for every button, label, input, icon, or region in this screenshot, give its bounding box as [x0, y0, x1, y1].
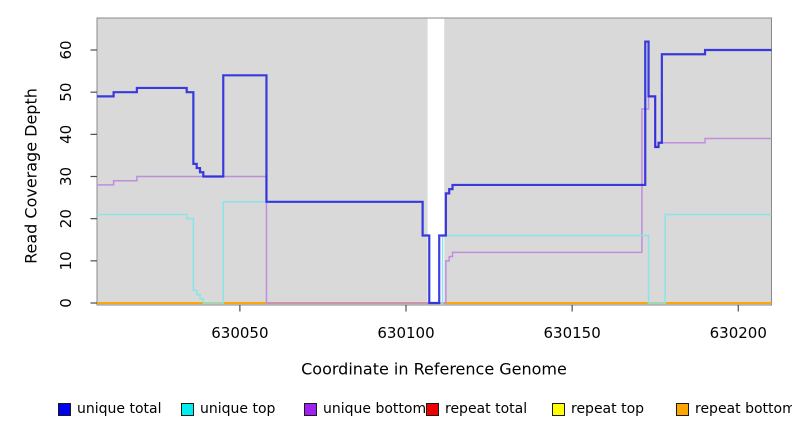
legend-label: repeat top [571, 401, 645, 417]
x-tick-label: 630050 [211, 324, 268, 342]
legend-item-repeat-top: repeat top [552, 401, 644, 417]
y-tick-label: 20 [57, 209, 75, 228]
coverage-plot: 630050 630100 630150 630200 0 10 20 30 40 50 60 [57, 17, 772, 342]
series-line-unique-top [97, 201, 772, 304]
legend-label: unique top [200, 401, 276, 417]
y-tick-label: 60 [57, 40, 75, 59]
legend-swatch-repeat-total [426, 402, 439, 416]
y-tick-label: 10 [57, 251, 75, 270]
y-tick-label: 50 [57, 83, 75, 102]
legend-swatch-repeat-bottom [676, 402, 689, 416]
y-tick-label: 0 [57, 298, 75, 308]
x-axis-title: Coordinate in Reference Genome [301, 359, 567, 379]
y-tick-label: 40 [57, 125, 75, 144]
series-line-unique-total [97, 40, 772, 305]
y-tick-label: 30 [57, 167, 75, 186]
legend-item-unique-top: unique top [181, 401, 275, 417]
legend-item-unique-bottom: unique bottom [304, 401, 426, 417]
legend-label: repeat total [445, 401, 528, 417]
legend-label: repeat bottom [695, 401, 792, 417]
legend-item-repeat-bottom: repeat bottom [676, 401, 792, 417]
legend-swatch-repeat-top [552, 402, 565, 416]
legend-item-unique-total: unique total [58, 401, 161, 417]
y-axis-title: Read Coverage Depth [21, 88, 41, 264]
legend-label: unique bottom [323, 401, 427, 417]
x-tick-label: 630150 [544, 324, 601, 342]
legend-swatch-unique-top [181, 402, 194, 416]
legend-swatch-unique-bottom [304, 402, 317, 416]
x-tick-label: 630200 [710, 324, 767, 342]
legend-swatch-unique-total [58, 402, 71, 416]
legend-item-repeat-total: repeat total [426, 401, 527, 417]
x-tick-label: 630100 [377, 324, 434, 342]
legend-label: unique total [77, 401, 162, 417]
no-data-gap [427, 18, 445, 305]
